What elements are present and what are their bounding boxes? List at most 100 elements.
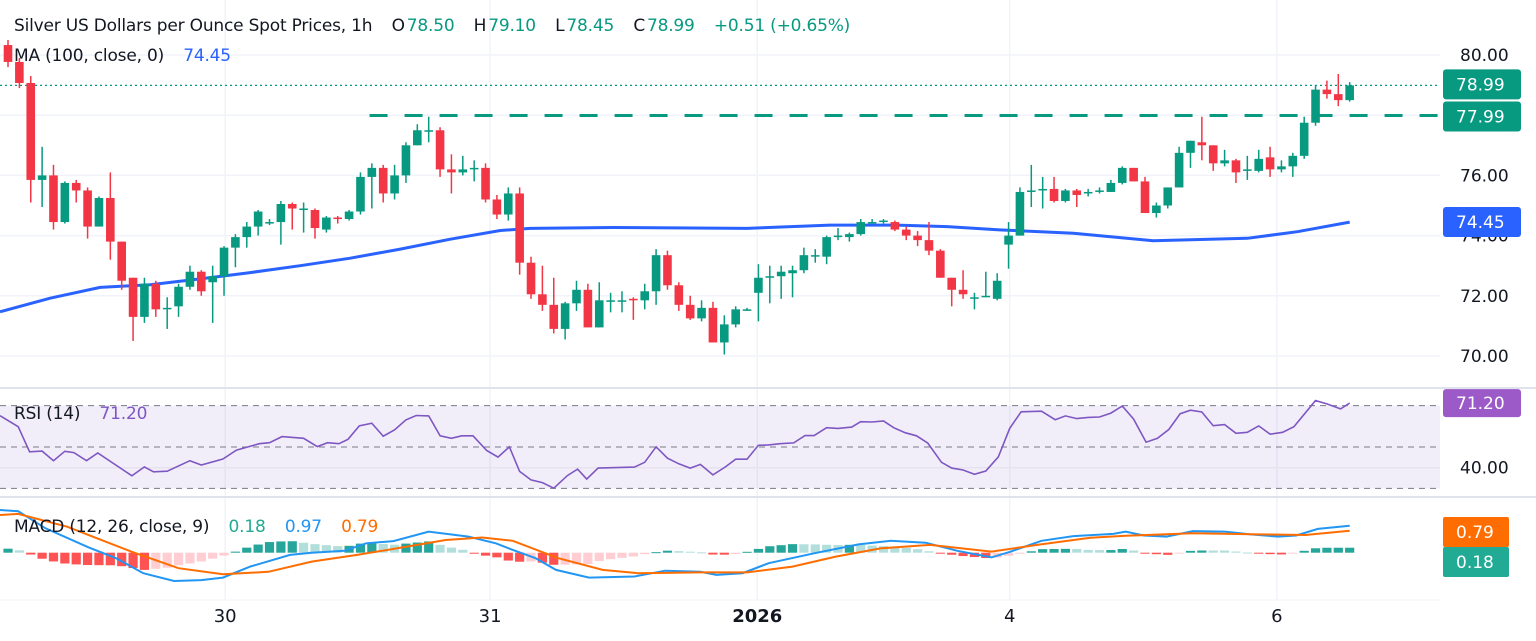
level-price-tag: 77.99 bbox=[1443, 101, 1521, 132]
candle-body bbox=[924, 240, 934, 251]
macd-histogram-bar bbox=[594, 552, 604, 562]
macd-histogram-bar bbox=[765, 546, 775, 553]
candle-body bbox=[1152, 205, 1161, 214]
macd-signal-value: 0.79 bbox=[341, 517, 379, 537]
macd-histogram-bar bbox=[1083, 549, 1093, 553]
macd-histogram-bar bbox=[1003, 552, 1014, 556]
candle bbox=[913, 231, 922, 247]
candle-body bbox=[106, 197, 115, 242]
candle-body bbox=[856, 222, 866, 235]
candle-body bbox=[413, 130, 422, 146]
candle-body bbox=[1220, 160, 1229, 164]
candle-body bbox=[936, 250, 945, 278]
candle-body bbox=[697, 307, 706, 319]
candle-body bbox=[492, 199, 502, 215]
macd-histogram-bar bbox=[287, 541, 297, 553]
candle bbox=[174, 283, 183, 317]
candle-body bbox=[1015, 191, 1025, 236]
candle bbox=[720, 315, 729, 355]
macd-histogram-bar bbox=[1288, 552, 1298, 554]
macd-legend[interactable]: MACD (12, 26, close, 9) 0.18 0.97 0.79 bbox=[14, 517, 380, 537]
candle bbox=[367, 163, 377, 209]
macd-histogram-bar bbox=[1117, 548, 1127, 553]
candle-body bbox=[1345, 85, 1354, 101]
macd-histogram-bar bbox=[60, 552, 70, 564]
candle-body bbox=[128, 277, 138, 317]
macd-histogram-bar bbox=[1015, 552, 1025, 554]
candle bbox=[106, 172, 115, 260]
macd-histogram-bar bbox=[1163, 552, 1173, 555]
close-value: 78.99 bbox=[646, 16, 695, 36]
signal-value-tag: 0.79 bbox=[1443, 517, 1509, 547]
candle bbox=[37, 146, 47, 208]
current-price-tag-bg bbox=[1443, 69, 1521, 100]
candle bbox=[71, 179, 81, 203]
ma-legend[interactable]: MA (100, close, 0) 74.45 bbox=[14, 46, 233, 66]
price-tick-label: 70.00 bbox=[1460, 347, 1509, 367]
candle-body bbox=[287, 203, 297, 209]
candle bbox=[742, 307, 752, 311]
macd-histogram-bar bbox=[890, 546, 900, 553]
candle-body bbox=[1265, 157, 1275, 170]
candle-body bbox=[299, 208, 308, 211]
candle-body bbox=[15, 61, 24, 83]
rsi-legend[interactable]: RSI (14) 71.20 bbox=[14, 404, 149, 424]
candle-body bbox=[720, 324, 729, 343]
candle-body bbox=[617, 300, 627, 302]
candle bbox=[856, 219, 866, 236]
grid bbox=[0, 0, 1536, 601]
macd-histogram-bar bbox=[1094, 550, 1105, 553]
ma100-line bbox=[0, 220, 1350, 314]
rsi-pane bbox=[0, 399, 1440, 490]
candle-body bbox=[572, 289, 581, 304]
candle-body bbox=[231, 237, 240, 248]
signal-value-tag-bg bbox=[1443, 517, 1509, 547]
macd-histogram-bar bbox=[913, 549, 923, 553]
candle bbox=[765, 265, 775, 304]
candle bbox=[219, 246, 229, 296]
candle-body bbox=[503, 193, 513, 215]
candle bbox=[651, 249, 661, 305]
candle bbox=[901, 226, 911, 241]
macd-histogram-bar bbox=[1038, 549, 1048, 553]
candle-body bbox=[765, 276, 775, 278]
price-tick-label: 80.00 bbox=[1460, 46, 1509, 66]
macd-histogram-bar bbox=[94, 552, 104, 566]
candle bbox=[992, 273, 1002, 301]
candle-body bbox=[276, 203, 286, 223]
macd-histogram-bar bbox=[787, 544, 798, 553]
candle bbox=[1197, 116, 1207, 161]
candle-body bbox=[970, 297, 979, 299]
ma-price-tag: 74.45 bbox=[1443, 207, 1521, 238]
current-price-tag: 78.99 bbox=[1443, 69, 1521, 100]
candle bbox=[833, 228, 843, 241]
macd-histogram-bar bbox=[1310, 548, 1321, 553]
macd-histogram-bar bbox=[355, 543, 366, 553]
candle bbox=[196, 270, 206, 296]
high-value: 79.10 bbox=[488, 16, 536, 36]
candle bbox=[685, 295, 695, 320]
candle bbox=[788, 265, 797, 298]
candle bbox=[640, 283, 650, 310]
macd-histogram-bar bbox=[185, 552, 195, 564]
candle-body bbox=[629, 298, 638, 301]
candle bbox=[538, 265, 547, 311]
candle-body bbox=[674, 285, 684, 305]
candle bbox=[799, 247, 809, 274]
rsi-line bbox=[0, 399, 1351, 490]
macd-histogram-bar bbox=[48, 552, 59, 562]
macd-histogram-bar bbox=[719, 552, 729, 555]
macd-histogram-bar bbox=[708, 552, 718, 555]
candle bbox=[1038, 176, 1047, 209]
candle bbox=[1299, 116, 1309, 159]
candle bbox=[1027, 164, 1036, 208]
candle-body bbox=[344, 211, 354, 220]
candle bbox=[1004, 222, 1013, 269]
candle bbox=[594, 282, 604, 328]
macd-histogram-bar bbox=[753, 548, 764, 553]
candle bbox=[117, 241, 126, 290]
candle-body bbox=[151, 283, 161, 310]
candle-body bbox=[185, 271, 195, 287]
candle-body bbox=[242, 226, 252, 238]
